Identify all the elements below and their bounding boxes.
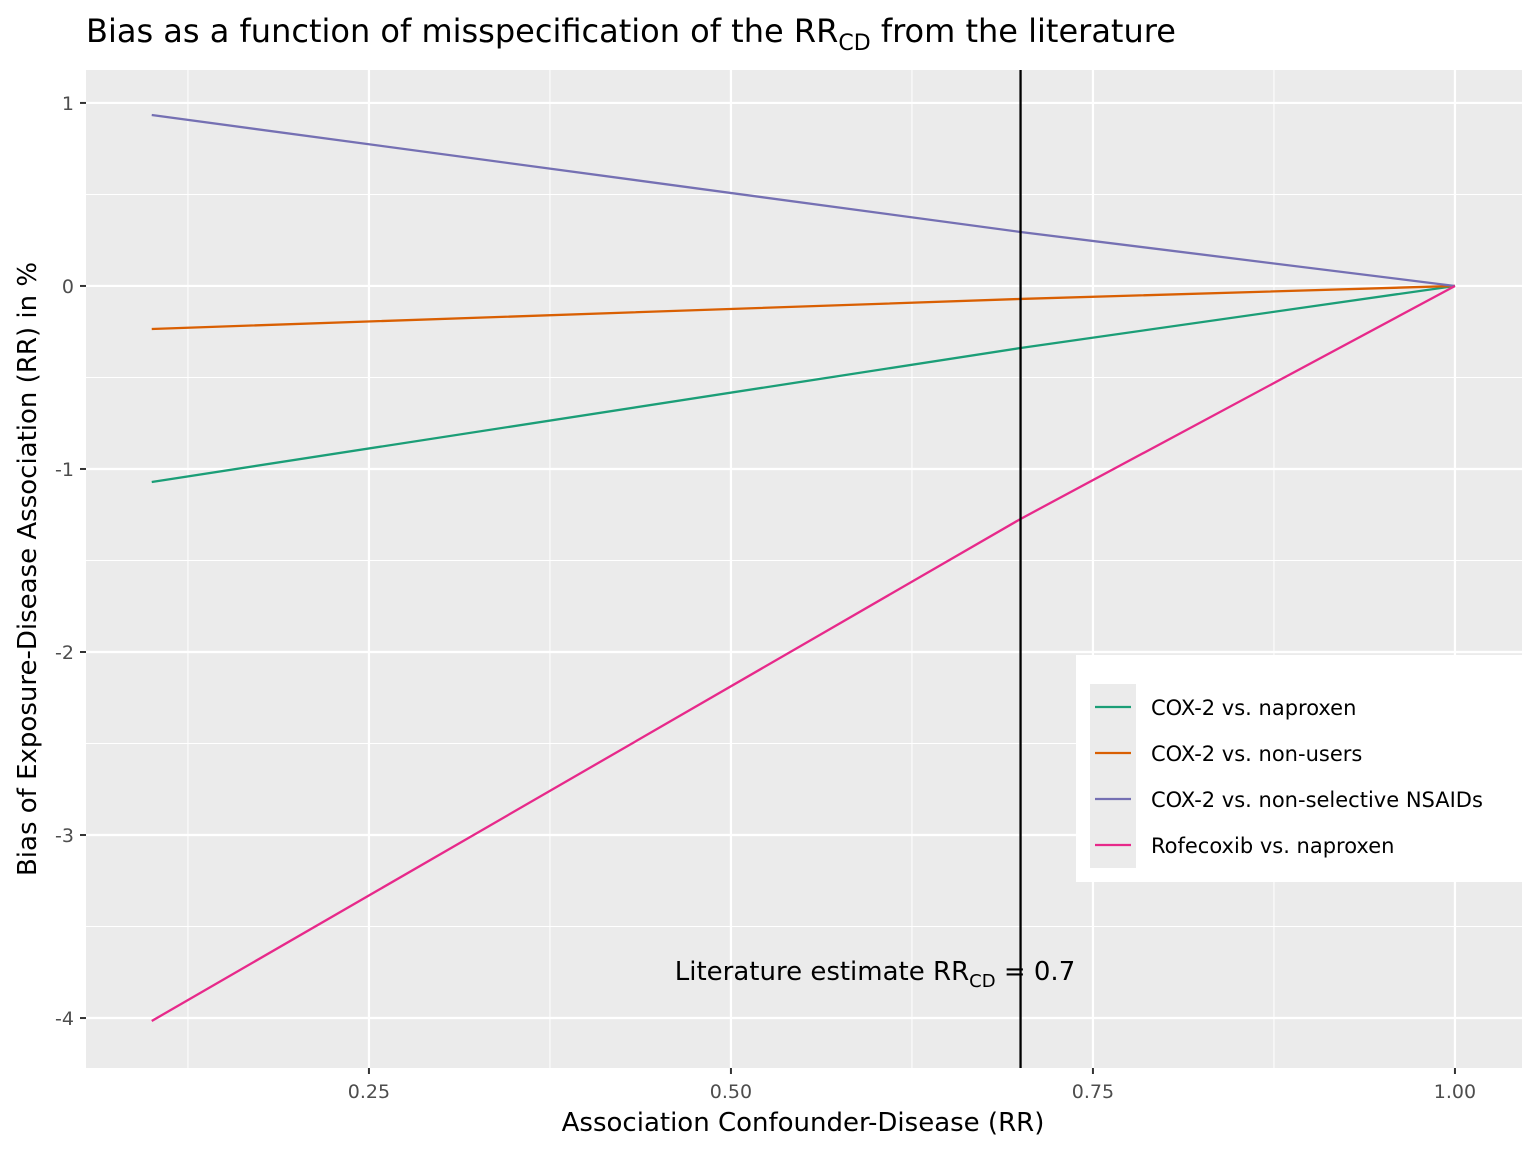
- title-main: Bias as a function of misspecification o…: [86, 12, 838, 50]
- title-end: from the literature: [871, 12, 1176, 50]
- y-tick-label: 1: [62, 93, 74, 115]
- legend-label: COX-2 vs. non-users: [1151, 742, 1362, 766]
- y-tick-label: -1: [55, 459, 74, 481]
- x-tick-label: 0.25: [348, 1081, 390, 1103]
- x-axis-label: Association Confounder-Disease (RR): [562, 1108, 1045, 1138]
- annotation-main: Literature estimate RR: [675, 957, 969, 987]
- annotation-end: = 0.7: [996, 957, 1076, 987]
- y-tick-label: 0: [62, 276, 74, 298]
- title-sub: CD: [838, 31, 870, 56]
- chart-title: Bias as a function of misspecification o…: [86, 12, 1176, 56]
- legend-label: Rofecoxib vs. naproxen: [1151, 834, 1394, 858]
- y-axis-label: Bias of Exposure-Disease Association (RR…: [13, 262, 43, 876]
- x-tick-label: 1.00: [1434, 1081, 1476, 1103]
- legend-label: COX-2 vs. non-selective NSAIDs: [1151, 788, 1483, 812]
- y-tick-label: -3: [55, 825, 74, 847]
- y-tick-label: -4: [55, 1008, 74, 1030]
- y-tick-label: -2: [55, 642, 74, 664]
- annotation-sub: CD: [969, 971, 995, 992]
- annotation: Literature estimate RRCD = 0.7: [675, 957, 1076, 992]
- legend-label: COX-2 vs. naproxen: [1151, 696, 1356, 720]
- legend-box: [1076, 655, 1522, 882]
- x-tick-label: 0.50: [710, 1081, 752, 1103]
- x-tick-label: 0.75: [1072, 1081, 1114, 1103]
- plot-panel: [86, 70, 1522, 1068]
